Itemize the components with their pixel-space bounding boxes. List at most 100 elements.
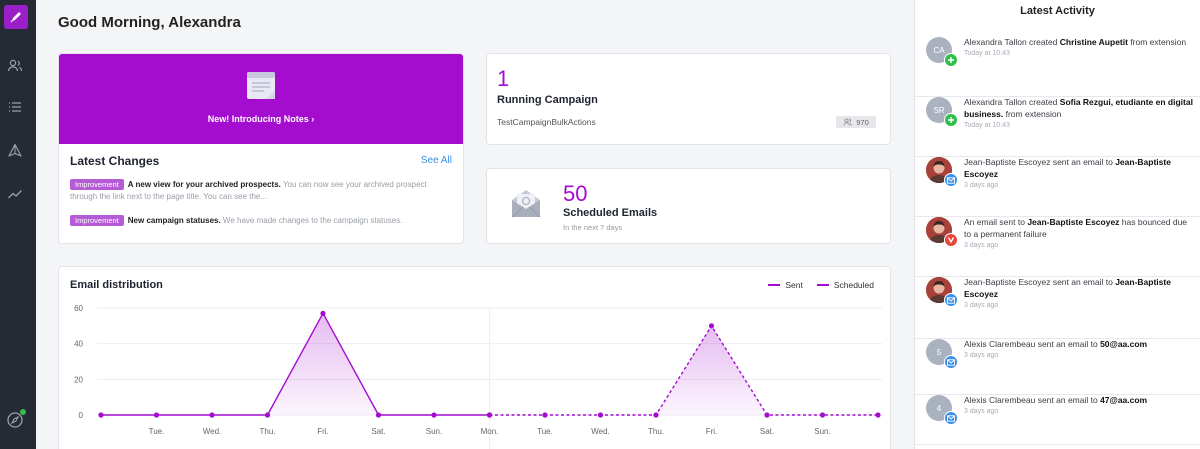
x-tick-label: Wed. (591, 427, 610, 436)
people-icon (843, 118, 852, 126)
activity-pre: Jean-Baptiste Escoyez sent an email to (964, 277, 1116, 287)
send-icon[interactable] (6, 142, 24, 160)
trend-icon[interactable] (6, 185, 24, 203)
data-point-scheduled (819, 412, 826, 418)
series-line-sent (101, 311, 490, 416)
x-tick-label: Sun. (426, 427, 442, 436)
activity-time: 3 days ago (964, 408, 999, 415)
data-point-scheduled (542, 412, 548, 418)
change-item: Improvement New campaign statuses. We hav… (70, 215, 455, 227)
sidebar (0, 0, 36, 449)
running-count: 1 (497, 66, 510, 91)
latest-changes-card: New! Introducing Notes › Latest Changes … (58, 53, 464, 244)
activity-subject[interactable]: 50@aa.com (1100, 339, 1148, 349)
pen-logo-icon[interactable] (4, 5, 28, 29)
email-distribution-card: Email distribution Sent Scheduled 0 20 40 6… (58, 266, 891, 449)
activity-item[interactable]: SR Alexandra Tallon created Sofia Rezgui,… (915, 97, 1200, 157)
campaign-name[interactable]: TestCampaignBulkActions (497, 117, 596, 127)
activity-item[interactable]: Jean-Baptiste Escoyez sent an email to J… (915, 157, 1200, 217)
online-status-dot (20, 409, 26, 415)
activity-pre: Alexis Clarembeau sent an email to (964, 395, 1101, 405)
mail-icon (944, 411, 958, 425)
legend-scheduled-swatch (816, 284, 829, 286)
change-text: You can now see your archived prospect t… (70, 180, 427, 201)
latest-changes-title: Latest Changes (70, 154, 160, 168)
x-tick-label: Sat. (760, 427, 774, 436)
data-point-sent (264, 412, 271, 418)
activity-text: Alexis Clarembeau sent an email to 50@aa… (964, 338, 1194, 350)
activity-time: Today at 10:43 (964, 122, 1010, 129)
x-tick-label: Thu. (648, 427, 664, 436)
note-icon (247, 72, 275, 99)
activity-subject[interactable]: Christine Aupetit (1059, 37, 1128, 47)
activity-text: Jean-Baptiste Escoyez sent an email to J… (964, 156, 1194, 180)
x-tick-label: Mon. (481, 427, 499, 436)
latest-activity-panel: Latest Activity CA Alexandra Tallon creat… (914, 0, 1200, 449)
activity-item[interactable]: Jean-Baptiste Escoyez sent an email to J… (915, 277, 1200, 339)
activity-subject[interactable]: Sofia Rezgui, etudiante en digital busin… (964, 97, 1193, 119)
scheduled-count: 50 (563, 181, 588, 206)
prospect-count: 970 (856, 117, 869, 127)
x-tick-label: Tue. (149, 427, 165, 436)
prospect-count-badge: 970 (836, 116, 876, 128)
scheduled-emails-card[interactable]: 50 Scheduled Emails In the next 7 days (486, 168, 891, 244)
activity-time: 3 days ago (964, 182, 999, 189)
activity-time: 3 days ago (964, 352, 999, 359)
activity-time: 3 days ago (964, 242, 999, 249)
change-item: Improvement A new view for your archived … (70, 179, 455, 203)
activity-item[interactable]: 4 Alexis Clarembeau sent an email to 47@a… (915, 395, 1200, 445)
y-tick-label: 40 (74, 340, 83, 349)
activity-subject[interactable]: Jean-Baptiste Escoyez (964, 277, 1171, 299)
activity-item[interactable]: 5 Alexis Clarembeau sent an email to 50@a… (915, 339, 1200, 395)
activity-text: Alexandra Tallon created Sofia Rezgui, e… (964, 96, 1194, 120)
series-area-scheduled (489, 325, 878, 415)
notes-banner-link[interactable]: New! Introducing Notes › (207, 114, 315, 124)
legend-sent-swatch (768, 284, 781, 286)
compass-icon[interactable] (5, 409, 26, 430)
activity-text: Alexis Clarembeau sent an email to 47@aa… (964, 394, 1194, 406)
envelope-icon (511, 190, 541, 218)
email-distribution-chart: 0 20 40 60 Tue. Wed. Thu. Fri. Sat. Sun. Mon. Tue. W… (74, 304, 882, 449)
scheduled-subtitle: In the next 7 days (563, 223, 623, 232)
data-point-scheduled (653, 412, 659, 418)
legend-scheduled[interactable]: Scheduled (816, 280, 874, 290)
legend-sent[interactable]: Sent (768, 280, 803, 290)
see-all-link[interactable]: See All (420, 155, 452, 166)
legend-scheduled-label: Scheduled (833, 280, 874, 290)
data-point-scheduled (708, 323, 715, 329)
activity-pre: An email sent to (964, 217, 1028, 227)
activity-title: Latest Activity (1020, 5, 1095, 17)
x-tick-label: Sun. (814, 427, 830, 436)
activity-subject[interactable]: Jean-Baptiste Escoyez (964, 157, 1171, 179)
change-text: We have made changes to the campaign sta… (220, 216, 403, 225)
x-tick-label: Fri. (706, 427, 718, 436)
activity-time: Today at 10:43 (964, 50, 1010, 57)
y-tick-label: 60 (74, 304, 83, 313)
activity-text: An email sent to Jean-Baptiste Escoyez h… (964, 216, 1194, 240)
users-icon[interactable] (6, 57, 24, 75)
notes-banner[interactable]: New! Introducing Notes › (59, 54, 463, 144)
activity-post: from extension (1127, 37, 1187, 47)
activity-pre: Alexis Clarembeau sent an email to (964, 339, 1101, 349)
x-tick-label: Thu. (259, 427, 275, 436)
add-icon (944, 53, 958, 67)
list-icon[interactable] (6, 98, 24, 116)
data-point-sent (209, 412, 215, 418)
y-tick-label: 20 (74, 375, 83, 384)
legend-sent-label: Sent (785, 280, 803, 290)
x-tick-label: Sat. (371, 427, 385, 436)
x-tick-label: Tue. (537, 427, 553, 436)
improvement-tag: Improvement (70, 179, 124, 190)
scheduled-label: Scheduled Emails (563, 207, 658, 219)
activity-subject[interactable]: Jean-Baptiste Escoyez (1027, 217, 1120, 227)
chart-title: Email distribution (70, 279, 163, 291)
data-point-scheduled (486, 412, 493, 418)
improvement-tag: Improvement (70, 215, 124, 226)
data-point-scheduled (597, 412, 604, 418)
running-campaign-card[interactable]: 1 Running Campaign TestCampaignBulkActio… (486, 53, 891, 145)
activity-item[interactable]: CA Alexandra Tallon created Christine Aup… (915, 37, 1200, 97)
activity-subject[interactable]: 47@aa.com (1100, 395, 1148, 405)
running-label: Running Campaign (497, 94, 598, 106)
mail-icon (944, 293, 958, 307)
activity-item[interactable]: An email sent to Jean-Baptiste Escoyez h… (915, 217, 1200, 277)
